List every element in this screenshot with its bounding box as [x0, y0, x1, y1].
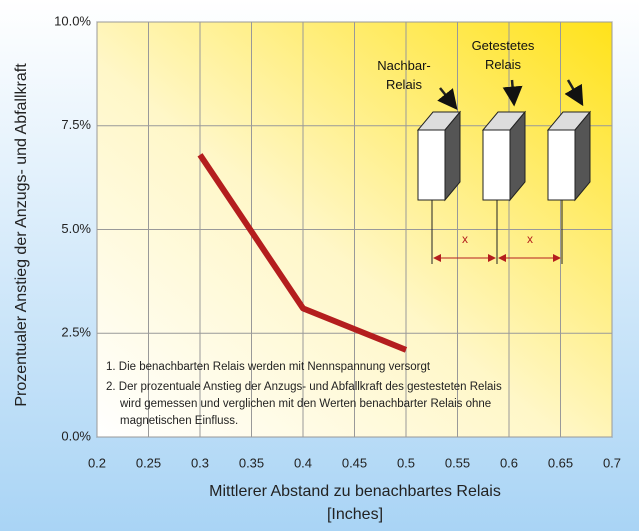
x-tick-label: 0.3 — [191, 455, 209, 470]
diagram-label: Relais — [386, 77, 423, 92]
data-line — [197, 153, 408, 353]
diagram-label: Nachbar- — [377, 58, 430, 73]
note: wird gemessen und verglichen mit den Wer… — [119, 398, 491, 410]
x-tick-label: 0.45 — [342, 455, 367, 470]
note: 1. Die benachbarten Relais werden mit Ne… — [106, 361, 431, 373]
y-axis-label: Prozentualer Anstieg der Anzugs- und Abf… — [13, 63, 30, 407]
distance-label: x — [527, 232, 533, 246]
diagram-label: Relais — [485, 57, 522, 72]
y-tick-label: 0.0% — [61, 428, 91, 443]
y-tick-label: 10.0% — [54, 13, 91, 28]
x-tick-label: 0.55 — [445, 455, 470, 470]
x-tick-label: 0.5 — [397, 455, 415, 470]
y-tick-label: 7.5% — [61, 117, 91, 132]
distance-label: x — [462, 232, 468, 246]
y-tick-label: 2.5% — [61, 325, 91, 340]
y-tick-label: 5.0% — [61, 221, 91, 236]
x-tick-label: 0.25 — [136, 455, 161, 470]
relay — [416, 110, 462, 202]
x-tick-label: 0.4 — [294, 455, 312, 470]
relay-diagram — [416, 79, 592, 264]
x-tick-label: 0.65 — [548, 455, 573, 470]
x-tick-label: 0.35 — [239, 455, 264, 470]
x-tick-label: 0.2 — [88, 455, 106, 470]
x-tick-label: 0.7 — [603, 455, 621, 470]
note: 2. Der prozentuale Anstieg der Anzugs- u… — [106, 381, 502, 393]
diagram-label: Getestetes — [472, 38, 535, 53]
x-tick-label: 0.6 — [500, 455, 518, 470]
note: magnetischen Einfluss. — [120, 415, 238, 427]
relay — [481, 110, 527, 202]
x-axis-label: [Inches] — [327, 506, 383, 523]
x-axis-label: Mittlerer Abstand zu benachbartes Relais — [209, 483, 501, 500]
relay — [546, 110, 592, 202]
